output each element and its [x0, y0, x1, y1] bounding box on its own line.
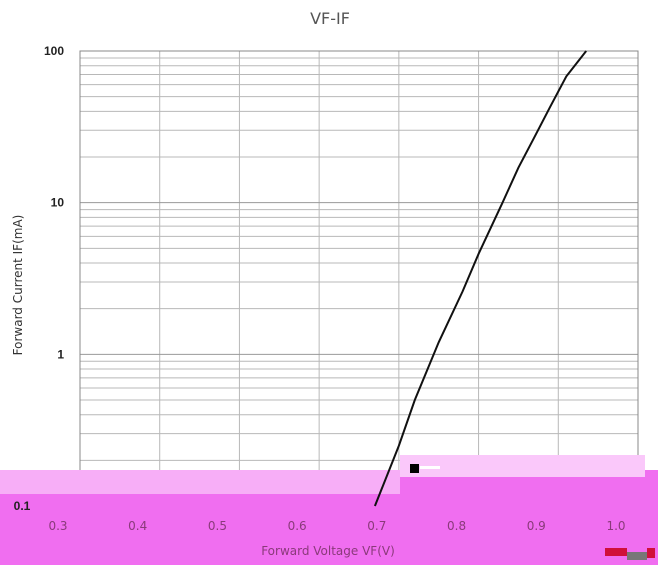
x-tick-label: 0.6 [288, 519, 307, 533]
overlay-upper-left [0, 470, 400, 494]
x-tick-label: 1.0 [606, 519, 625, 533]
y-tick-label: 1 [57, 347, 64, 361]
y-tick-label: 0.1 [14, 499, 31, 513]
x-tick-label: 0.8 [447, 519, 466, 533]
series-line [373, 50, 587, 507]
overlay-glitch [420, 466, 440, 469]
overlay-corner-gray [627, 552, 647, 560]
overlay-upper-right [400, 455, 645, 477]
x-tick-label: 0.9 [527, 519, 546, 533]
x-tick-label: 0.3 [48, 519, 67, 533]
x-tick-label: 0.4 [128, 519, 147, 533]
y-axis-label: Forward Current IF(mA) [11, 215, 25, 356]
y-tick-labels: 0.1 1 10 100 [14, 44, 65, 513]
overlay-corner-red-2 [647, 548, 655, 558]
y-tick-label: 100 [44, 44, 64, 58]
overlay-marker [410, 464, 419, 473]
overlay-corner-red [605, 548, 627, 556]
overlay-band [0, 455, 658, 565]
y-tick-label: 10 [51, 196, 65, 210]
x-tick-label: 0.5 [208, 519, 227, 533]
x-axis-label: Forward Voltage VF(V) [261, 544, 395, 558]
x-tick-labels: 0.3 0.4 0.5 0.6 0.7 0.8 0.9 1.0 [48, 519, 625, 533]
x-tick-label: 0.7 [367, 519, 386, 533]
chart-title: VF-IF [310, 9, 350, 28]
